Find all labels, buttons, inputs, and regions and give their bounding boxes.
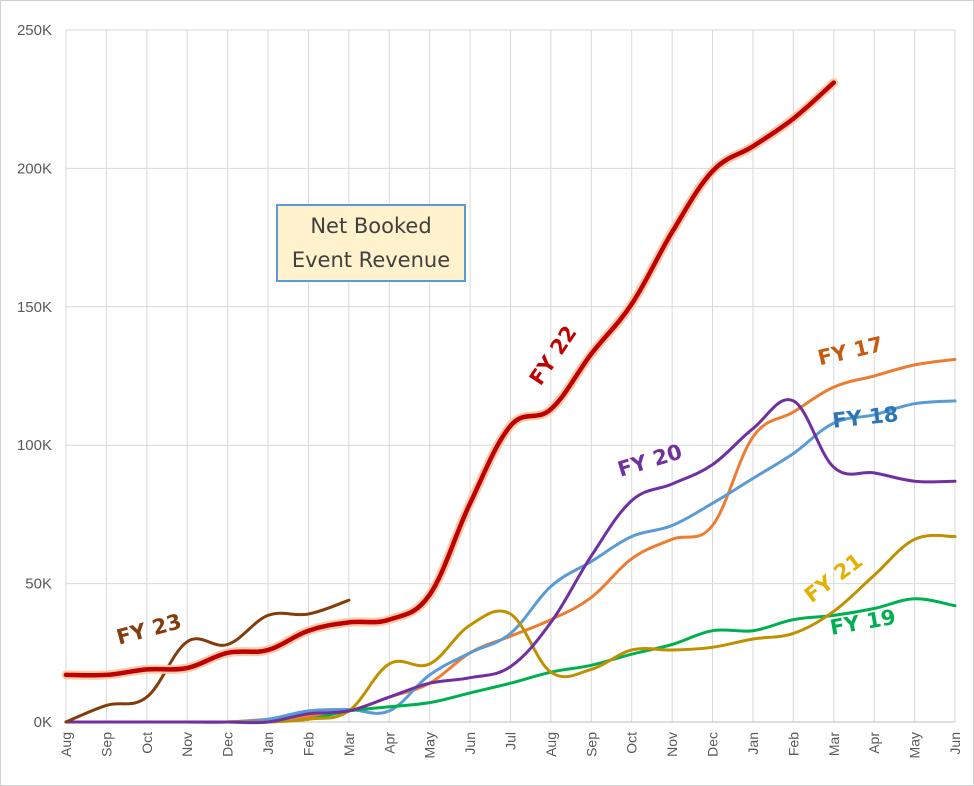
x-tick-label: Jul (503, 732, 519, 750)
series-label-fy-20: FY 20 (615, 440, 685, 482)
series-line-fy-23 (64, 598, 351, 724)
gridlines (65, 29, 956, 723)
x-tick-label: Feb (785, 732, 801, 756)
x-tick-label: Nov (179, 732, 195, 757)
series-label-fy-23: FY 23 (114, 609, 184, 649)
series-line-fy-20 (64, 398, 957, 725)
x-tick-label: Dec (705, 732, 721, 757)
series-label-fy-19: FY 19 (828, 605, 897, 640)
y-tick-label: 150K (17, 299, 52, 316)
chart-title-box: Net Booked Event Revenue (276, 204, 466, 282)
x-tick-label: Sep (98, 732, 114, 757)
x-tick-label: Oct (139, 732, 155, 754)
series-label-fy-17: FY 17 (815, 332, 885, 370)
x-tick-label: Apr (381, 732, 397, 754)
x-tick-label: Jan (745, 732, 761, 755)
x-tick-label: Jun (947, 732, 963, 755)
y-axis-tick-labels: 0K 50K 100K 150K 200K 250K (17, 22, 52, 731)
x-tick-label: Apr (866, 732, 882, 754)
x-tick-label: Sep (583, 732, 599, 757)
x-tick-label: Feb (300, 732, 316, 756)
x-tick-label: Dec (220, 732, 236, 757)
x-tick-label: Nov (664, 732, 680, 757)
y-tick-label: 50K (25, 576, 52, 593)
x-axis-tick-labels: Aug Sep Oct Nov Dec Jan Feb Mar Apr May Jun Jul Aug S… (58, 732, 963, 759)
x-tick-label: Jun (462, 732, 478, 755)
x-tick-label: Aug (58, 732, 74, 757)
chart-title-line-1: Net Booked (310, 214, 432, 238)
y-tick-label: 0K (34, 714, 52, 731)
x-tick-label: Jan (260, 732, 276, 755)
y-tick-label: 250K (17, 22, 52, 39)
x-tick-label: Aug (543, 732, 559, 757)
series-lines (61, 78, 957, 725)
series-line-glow-fy-22 (61, 78, 839, 680)
x-tick-label: May (422, 732, 438, 758)
series-label-fy-18: FY 18 (831, 402, 899, 433)
y-tick-label: 200K (17, 160, 52, 177)
x-tick-label: May (907, 732, 923, 758)
series-line-fy-22 (63, 80, 837, 678)
x-tick-label: Oct (624, 732, 640, 754)
chart-title-line-2: Event Revenue (291, 248, 451, 272)
y-tick-label: 100K (17, 437, 52, 454)
x-tick-label: Mar (826, 732, 842, 756)
x-tick-label: Mar (341, 732, 357, 756)
